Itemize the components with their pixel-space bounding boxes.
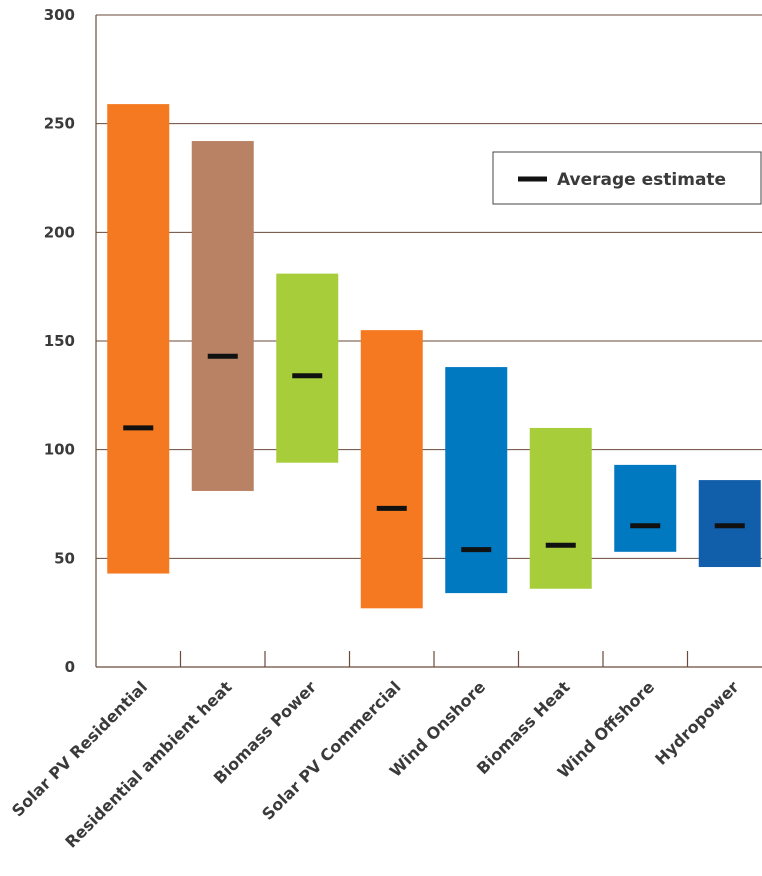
x-tick-label: Residential ambient heat [61, 677, 235, 851]
y-tick-label: 300 [44, 6, 75, 24]
bar [276, 273, 339, 463]
bar [107, 104, 170, 574]
bar [360, 330, 423, 609]
x-tick-label: Hydropower [651, 677, 742, 768]
axes [95, 15, 762, 668]
legend-label: Average estimate [557, 170, 726, 190]
y-tick-label: 250 [44, 115, 75, 133]
x-tick-label: Solar PV Residential [8, 677, 151, 820]
y-axis-ticks: 0 50 100 150 200 250 300 [44, 6, 75, 676]
bar [445, 367, 508, 594]
y-tick-label: 0 [65, 658, 75, 676]
bar [529, 427, 592, 589]
bar [614, 464, 677, 552]
average-markers [123, 353, 745, 553]
bars [107, 104, 761, 609]
y-tick-label: 200 [44, 223, 75, 241]
y-tick-label: 100 [44, 441, 75, 459]
x-tick-label: Solar PV Commercial [258, 677, 404, 823]
bar [191, 141, 254, 491]
y-tick-label: 150 [44, 332, 75, 350]
legend: Average estimate [492, 151, 762, 205]
y-tick-label: 50 [54, 549, 75, 567]
